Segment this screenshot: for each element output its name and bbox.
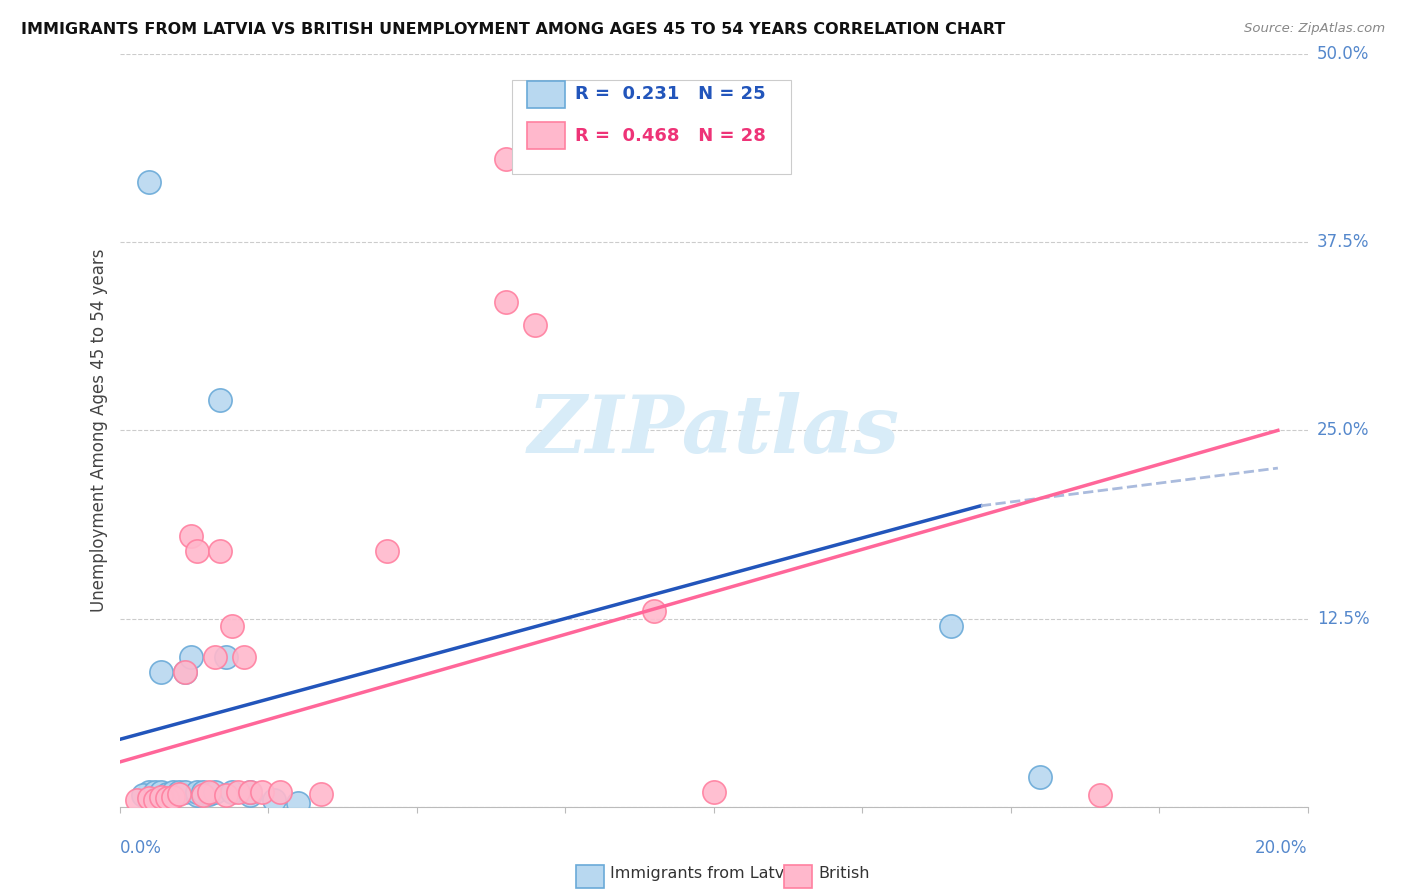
Point (250, 785, 273, 799)
Point (239, 785, 262, 799)
Point (173, 665, 195, 679)
FancyBboxPatch shape (527, 80, 565, 108)
Point (138, 175, 160, 189)
Point (524, 318, 547, 332)
Point (311, 787, 333, 801)
Point (239, 785, 262, 799)
Text: 25.0%: 25.0% (1317, 421, 1369, 440)
Text: 20.0%: 20.0% (1256, 838, 1308, 857)
Point (209, 544, 232, 558)
Y-axis label: Unemployment Among Ages 45 to 54 years: Unemployment Among Ages 45 to 54 years (90, 249, 108, 612)
Point (138, 791, 160, 805)
Text: 0.0%: 0.0% (120, 838, 162, 857)
Text: R =  0.231   N = 25: R = 0.231 N = 25 (575, 86, 765, 103)
Point (197, 787, 219, 801)
Point (269, 785, 291, 799)
Text: 37.5%: 37.5% (1317, 233, 1369, 251)
Point (643, 604, 665, 618)
Point (287, 796, 309, 810)
Point (495, 295, 517, 310)
Point (228, 785, 250, 799)
Point (167, 787, 190, 801)
Point (156, 787, 179, 801)
Point (186, 788, 208, 802)
FancyBboxPatch shape (527, 122, 565, 149)
Point (221, 785, 243, 799)
Point (180, 529, 202, 543)
Point (263, 793, 285, 807)
Point (221, 619, 243, 633)
Point (132, 788, 155, 802)
Point (186, 544, 208, 558)
Point (197, 785, 219, 799)
Text: Source: ZipAtlas.com: Source: ZipAtlas.com (1244, 22, 1385, 36)
Point (215, 788, 238, 802)
Point (215, 649, 238, 664)
Point (702, 785, 725, 799)
Point (1029, 770, 1052, 784)
Point (495, 152, 517, 166)
Point (191, 785, 214, 799)
FancyBboxPatch shape (575, 865, 605, 888)
Point (150, 785, 173, 799)
Text: R =  0.468   N = 28: R = 0.468 N = 28 (575, 127, 765, 145)
Point (1088, 788, 1111, 802)
Point (143, 793, 166, 807)
Text: IMMIGRANTS FROM LATVIA VS BRITISH UNEMPLOYMENT AMONG AGES 45 TO 54 YEARS CORRELA: IMMIGRANTS FROM LATVIA VS BRITISH UNEMPL… (21, 22, 1005, 37)
Point (127, 793, 149, 807)
Point (939, 619, 962, 633)
Point (233, 649, 256, 664)
Point (191, 788, 214, 802)
Point (186, 785, 208, 799)
Text: Immigrants from Latvia: Immigrants from Latvia (610, 866, 799, 881)
Point (150, 665, 173, 679)
Point (150, 789, 173, 804)
Point (143, 785, 166, 799)
Point (204, 649, 226, 664)
Point (204, 785, 226, 799)
Point (209, 393, 232, 408)
FancyBboxPatch shape (512, 80, 790, 174)
Point (180, 649, 202, 664)
Point (162, 789, 184, 804)
Point (173, 785, 195, 799)
Point (239, 788, 262, 802)
Text: ZIPatlas: ZIPatlas (527, 392, 900, 469)
Point (138, 785, 160, 799)
Point (162, 785, 184, 799)
Text: British: British (818, 866, 869, 881)
FancyBboxPatch shape (783, 865, 813, 888)
Text: 50.0%: 50.0% (1317, 45, 1369, 62)
Text: 12.5%: 12.5% (1317, 610, 1369, 628)
Point (733, 152, 755, 166)
Point (173, 665, 195, 679)
Point (156, 791, 179, 805)
Point (167, 785, 190, 799)
Point (375, 544, 398, 558)
